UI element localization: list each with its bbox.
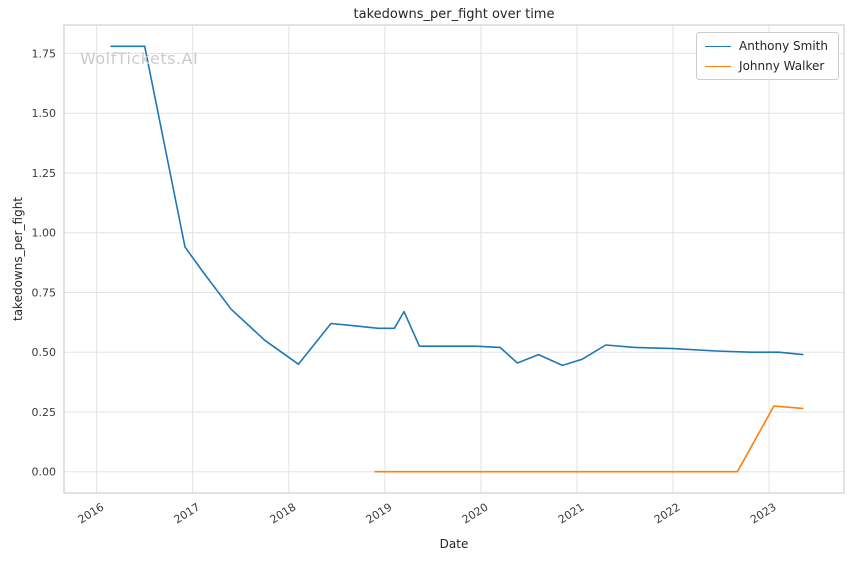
svg-text:2023: 2023 xyxy=(748,501,779,527)
svg-text:2021: 2021 xyxy=(556,501,587,527)
legend-label-johnny-walker: Johnny Walker xyxy=(739,59,825,73)
svg-text:2017: 2017 xyxy=(172,501,203,527)
svg-text:1.00: 1.00 xyxy=(32,227,57,240)
legend-item-johnny-walker: Johnny Walker xyxy=(705,59,828,73)
legend-line-swatch-orange xyxy=(705,65,732,67)
svg-text:0.75: 0.75 xyxy=(32,287,57,300)
svg-text:2020: 2020 xyxy=(460,501,491,527)
svg-text:0.25: 0.25 xyxy=(32,406,57,419)
svg-text:2022: 2022 xyxy=(652,501,683,527)
svg-text:0.50: 0.50 xyxy=(32,346,57,359)
svg-text:2019: 2019 xyxy=(364,501,395,527)
legend: Anthony Smith Johnny Walker xyxy=(696,32,839,80)
watermark: WolfTickets.AI xyxy=(80,49,199,68)
x-axis-label: Date xyxy=(439,537,469,551)
legend-label-anthony-smith: Anthony Smith xyxy=(739,39,828,53)
svg-text:1.50: 1.50 xyxy=(32,107,57,120)
legend-item-anthony-smith: Anthony Smith xyxy=(705,39,828,53)
chart-title: takedowns_per_fight over time xyxy=(353,7,555,22)
svg-text:2016: 2016 xyxy=(76,501,107,527)
svg-text:0.00: 0.00 xyxy=(32,466,57,479)
svg-text:2018: 2018 xyxy=(268,501,299,527)
legend-line-swatch-blue xyxy=(705,45,732,47)
svg-text:1.75: 1.75 xyxy=(32,47,57,60)
svg-text:1.25: 1.25 xyxy=(32,167,57,180)
y-axis-label: takedowns_per_fight xyxy=(11,196,25,322)
